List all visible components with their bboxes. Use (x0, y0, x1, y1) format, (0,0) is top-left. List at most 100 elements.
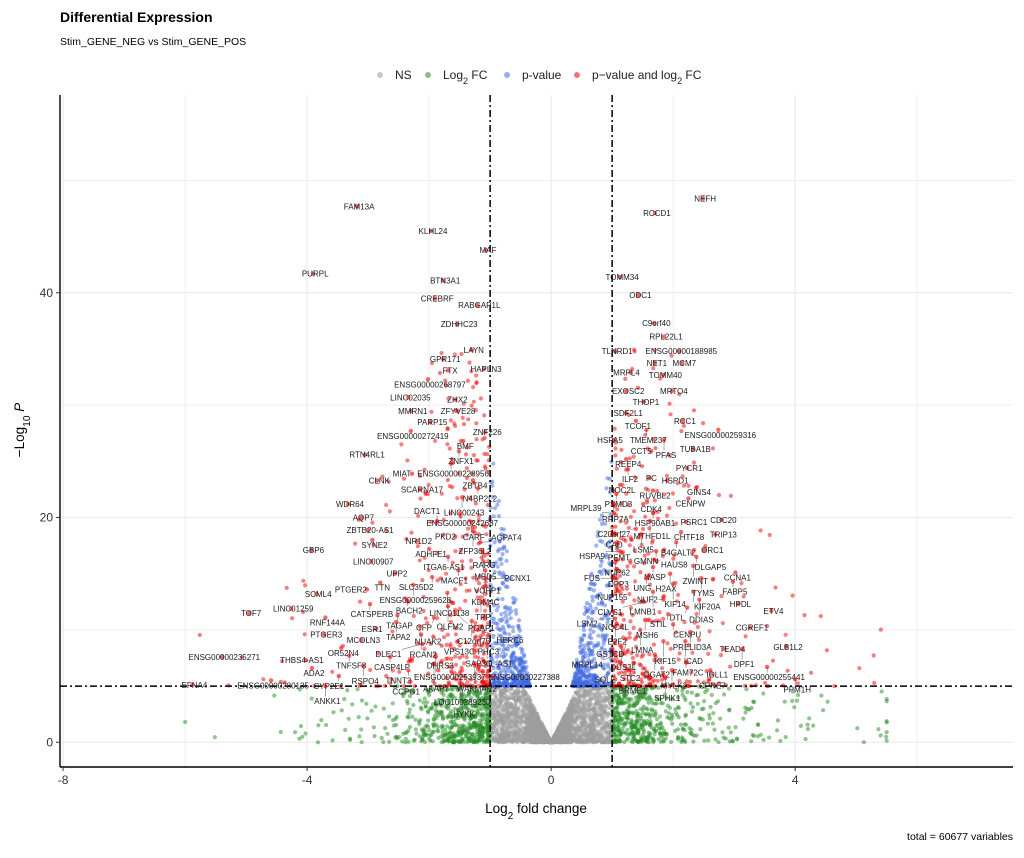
point-ns (604, 739, 608, 743)
point-log2fc (691, 740, 695, 744)
point-pvalue (601, 633, 605, 637)
point-pvalue-and-log2fc (453, 587, 457, 591)
point-ns (562, 720, 566, 724)
point-log2fc (752, 700, 756, 704)
point-log2fc (659, 722, 663, 726)
point-pvalue-and-log2fc (454, 632, 458, 636)
point-ns (520, 739, 524, 743)
point-log2fc (681, 693, 685, 697)
legend-swatch (377, 72, 383, 78)
point-log2fc (727, 687, 731, 691)
point-pvalue (492, 617, 496, 621)
point-log2fc (884, 735, 888, 739)
point-log2fc (727, 708, 731, 712)
point-pvalue-and-log2fc (388, 509, 392, 513)
point-pvalue-and-log2fc (825, 648, 829, 652)
point-log2fc (708, 716, 712, 720)
point-pvalue (519, 646, 523, 650)
point-pvalue-and-log2fc (802, 613, 806, 617)
point-log2fc (350, 702, 354, 706)
point-ns (580, 709, 584, 713)
point-log2fc (629, 731, 633, 735)
point-log2fc (441, 724, 445, 728)
point-pvalue-and-log2fc (633, 349, 637, 353)
point-log2fc (767, 736, 771, 740)
point-pvalue (593, 643, 597, 647)
gridlines (60, 95, 1013, 767)
legend-label: Log2 FC (443, 68, 488, 86)
point-ns (607, 713, 611, 717)
point-pvalue-and-log2fc (463, 599, 467, 603)
point-ns (506, 740, 510, 744)
point-log2fc (441, 717, 445, 721)
point-log2fc (647, 701, 651, 705)
point-log2fc (885, 739, 889, 743)
point-ns (578, 734, 582, 738)
point-log2fc (762, 738, 766, 742)
point-pvalue (594, 544, 598, 548)
point-pvalue-and-log2fc (653, 446, 657, 450)
point-log2fc (741, 717, 745, 721)
point-log2fc (688, 731, 692, 735)
point-ns (501, 713, 505, 717)
point-log2fc (756, 723, 760, 727)
point-pvalue (498, 628, 502, 632)
point-log2fc (673, 729, 677, 733)
point-ns (577, 698, 581, 702)
point-ns (584, 707, 588, 711)
point-ns (599, 704, 603, 708)
point-pvalue-and-log2fc (446, 633, 450, 637)
point-log2fc (648, 731, 652, 735)
point-ns (496, 727, 500, 731)
point-pvalue (505, 585, 509, 589)
point-log2fc (712, 728, 716, 732)
point-pvalue-and-log2fc (857, 666, 861, 670)
point-log2fc (629, 718, 633, 722)
point-pvalue (578, 650, 582, 654)
point-ns (590, 719, 594, 723)
point-pvalue-and-log2fc (420, 578, 424, 582)
point-pvalue (578, 676, 582, 680)
point-pvalue (515, 667, 519, 671)
point-log2fc (641, 695, 645, 699)
chart-title: Differential Expression (60, 9, 213, 25)
point-ns (505, 701, 509, 705)
point-log2fc (310, 697, 314, 701)
point-pvalue-and-log2fc (628, 619, 632, 623)
point-log2fc (431, 722, 435, 726)
point-log2fc (316, 723, 320, 727)
point-log2fc (481, 738, 485, 742)
point-ns (509, 740, 513, 744)
point-log2fc (342, 697, 346, 701)
point-log2fc (460, 737, 464, 741)
point-ns (601, 697, 605, 701)
point-log2fc (404, 737, 408, 741)
point-pvalue-and-log2fc (879, 628, 883, 632)
point-pvalue-and-log2fc (476, 458, 480, 462)
point-log2fc (658, 714, 662, 718)
point-ns (514, 718, 518, 722)
point-log2fc (461, 723, 465, 727)
point-ns (542, 728, 546, 732)
point-log2fc (316, 740, 320, 744)
point-ns (501, 690, 505, 694)
point-ns (527, 711, 531, 715)
point-pvalue (491, 462, 495, 466)
point-ns (576, 739, 580, 743)
point-log2fc (422, 733, 426, 737)
point-pvalue (498, 557, 502, 561)
point-pvalue (511, 596, 515, 600)
point-pvalue (512, 601, 516, 605)
point-log2fc (722, 736, 726, 740)
point-ns (576, 710, 580, 714)
chart-subtitle: Stim_GENE_NEG vs Stim_GENE_POS (60, 36, 246, 48)
point-log2fc (790, 699, 794, 703)
point-log2fc (718, 717, 722, 721)
point-log2fc (706, 738, 710, 742)
point-ns (593, 692, 597, 696)
point-pvalue-and-log2fc (632, 509, 636, 513)
point-log2fc (467, 721, 471, 725)
point-log2fc (664, 709, 668, 713)
point-pvalue (588, 632, 592, 636)
